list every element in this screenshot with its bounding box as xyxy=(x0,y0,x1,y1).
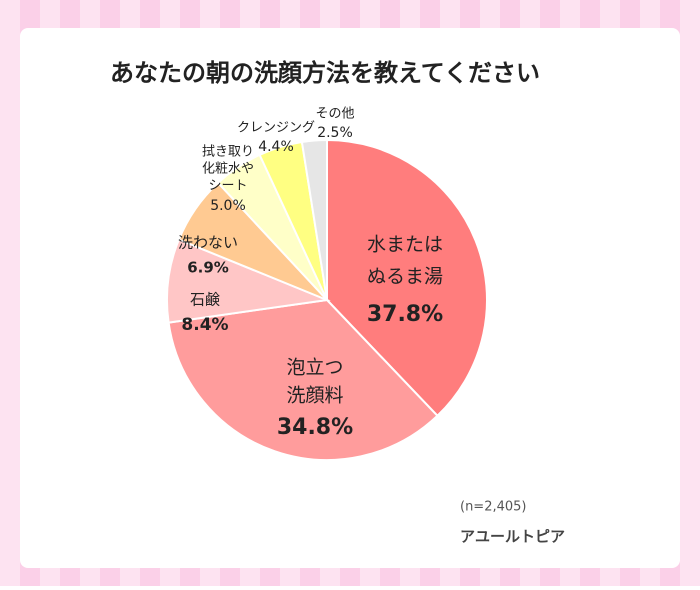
slice-label: 拭き取り xyxy=(202,145,254,160)
chart-title: あなたの朝の洗顔方法を教えてください xyxy=(110,59,540,87)
value-label: 5.0% xyxy=(210,198,246,214)
slice-label: ぬるま湯 xyxy=(367,266,443,288)
slice-label: クレンジング xyxy=(237,121,315,136)
value-label: 37.8% xyxy=(367,302,443,327)
pie-slice xyxy=(300,138,328,301)
slice-label: 水または xyxy=(367,234,443,256)
value-label: 6.9% xyxy=(187,259,229,277)
value-label: 4.4% xyxy=(258,139,294,155)
slice-label: シート xyxy=(208,179,247,194)
value-label: 34.8% xyxy=(277,415,353,440)
note: (n=2,405) xyxy=(460,500,527,515)
slice-label: 泡立つ xyxy=(286,357,343,379)
pie-slice xyxy=(167,298,439,461)
source: アユールトピア xyxy=(460,528,565,546)
slice-label: 化粧水や xyxy=(202,162,254,177)
value-label: 2.5% xyxy=(317,125,353,141)
slice-label: 石鹸 xyxy=(190,291,220,309)
slice-label: 洗わない xyxy=(178,234,238,252)
slice-label: 洗顔料 xyxy=(286,385,343,407)
pie-slice xyxy=(166,238,331,324)
slice-label: その他 xyxy=(315,107,354,122)
value-label: 8.4% xyxy=(181,315,228,335)
pie-slice xyxy=(326,138,488,418)
